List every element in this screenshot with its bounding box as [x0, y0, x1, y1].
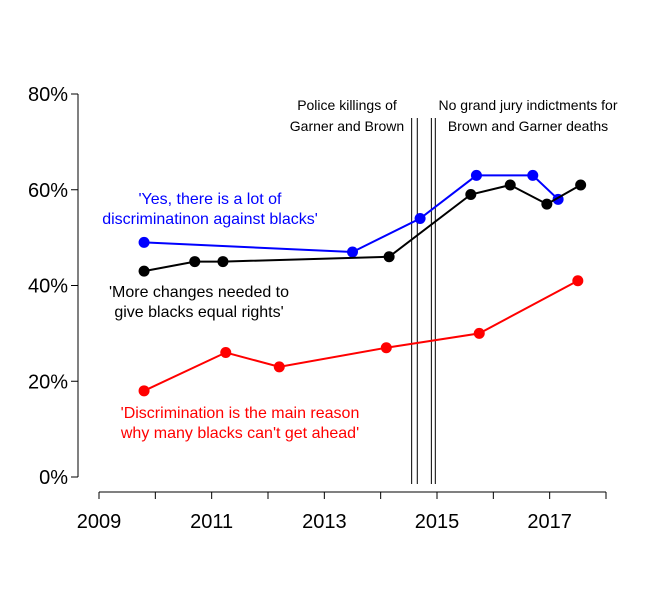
series-label: give blacks equal rights' — [114, 304, 283, 321]
y-tick-label: 0% — [39, 467, 68, 489]
data-point — [414, 212, 426, 224]
data-point — [383, 251, 395, 263]
data-point — [527, 169, 539, 181]
series-label: 'Discrimination is the main reason — [121, 405, 360, 422]
series-line — [144, 174, 559, 254]
event-label: Brown and Garner deaths — [448, 118, 608, 134]
x-tick-label: 2009 — [77, 511, 122, 533]
data-point — [465, 189, 477, 201]
event-markers: Police killings of Garner and Brown No gra… — [290, 97, 618, 484]
series-group — [138, 169, 587, 397]
data-point — [189, 256, 201, 268]
series-label: discriminatinon against blacks' — [102, 211, 318, 228]
data-point — [380, 342, 392, 354]
data-point — [575, 179, 587, 191]
data-point — [138, 236, 150, 248]
data-point — [138, 385, 150, 397]
event-label: Garner and Brown — [290, 118, 404, 134]
series-label: 'More changes needed to — [109, 284, 289, 301]
x-tick-label: 2017 — [527, 511, 572, 533]
y-tick-label: 20% — [28, 371, 68, 393]
data-point — [138, 265, 150, 277]
y-tick-label: 40% — [28, 276, 68, 298]
series-label: why many blacks can't get ahead' — [120, 425, 359, 442]
series-label: 'Yes, there is a lot of — [139, 191, 283, 208]
data-point — [217, 256, 229, 268]
x-tick-label: 2013 — [302, 511, 347, 533]
y-tick-label: 80% — [28, 84, 68, 106]
series-line — [143, 279, 579, 392]
axes: 0% 20% 40% 60% 80% 2009 2011 2013 2015 2017 — [28, 84, 607, 533]
event-label: Police killings of — [297, 97, 397, 113]
data-point — [273, 361, 285, 373]
data-point — [220, 347, 232, 359]
x-tick-label: 2015 — [415, 511, 460, 533]
data-point — [470, 169, 482, 181]
data-point — [473, 327, 485, 339]
data-point — [572, 275, 584, 287]
data-point — [541, 198, 553, 210]
event-label: No grand jury indictments for — [439, 97, 618, 113]
data-point — [347, 246, 358, 258]
series-labels: 'Yes, there is a lot of discriminatinon a… — [102, 191, 359, 442]
x-tick-label: 2011 — [190, 511, 233, 533]
data-point — [504, 179, 516, 191]
y-tick-label: 60% — [28, 180, 68, 202]
